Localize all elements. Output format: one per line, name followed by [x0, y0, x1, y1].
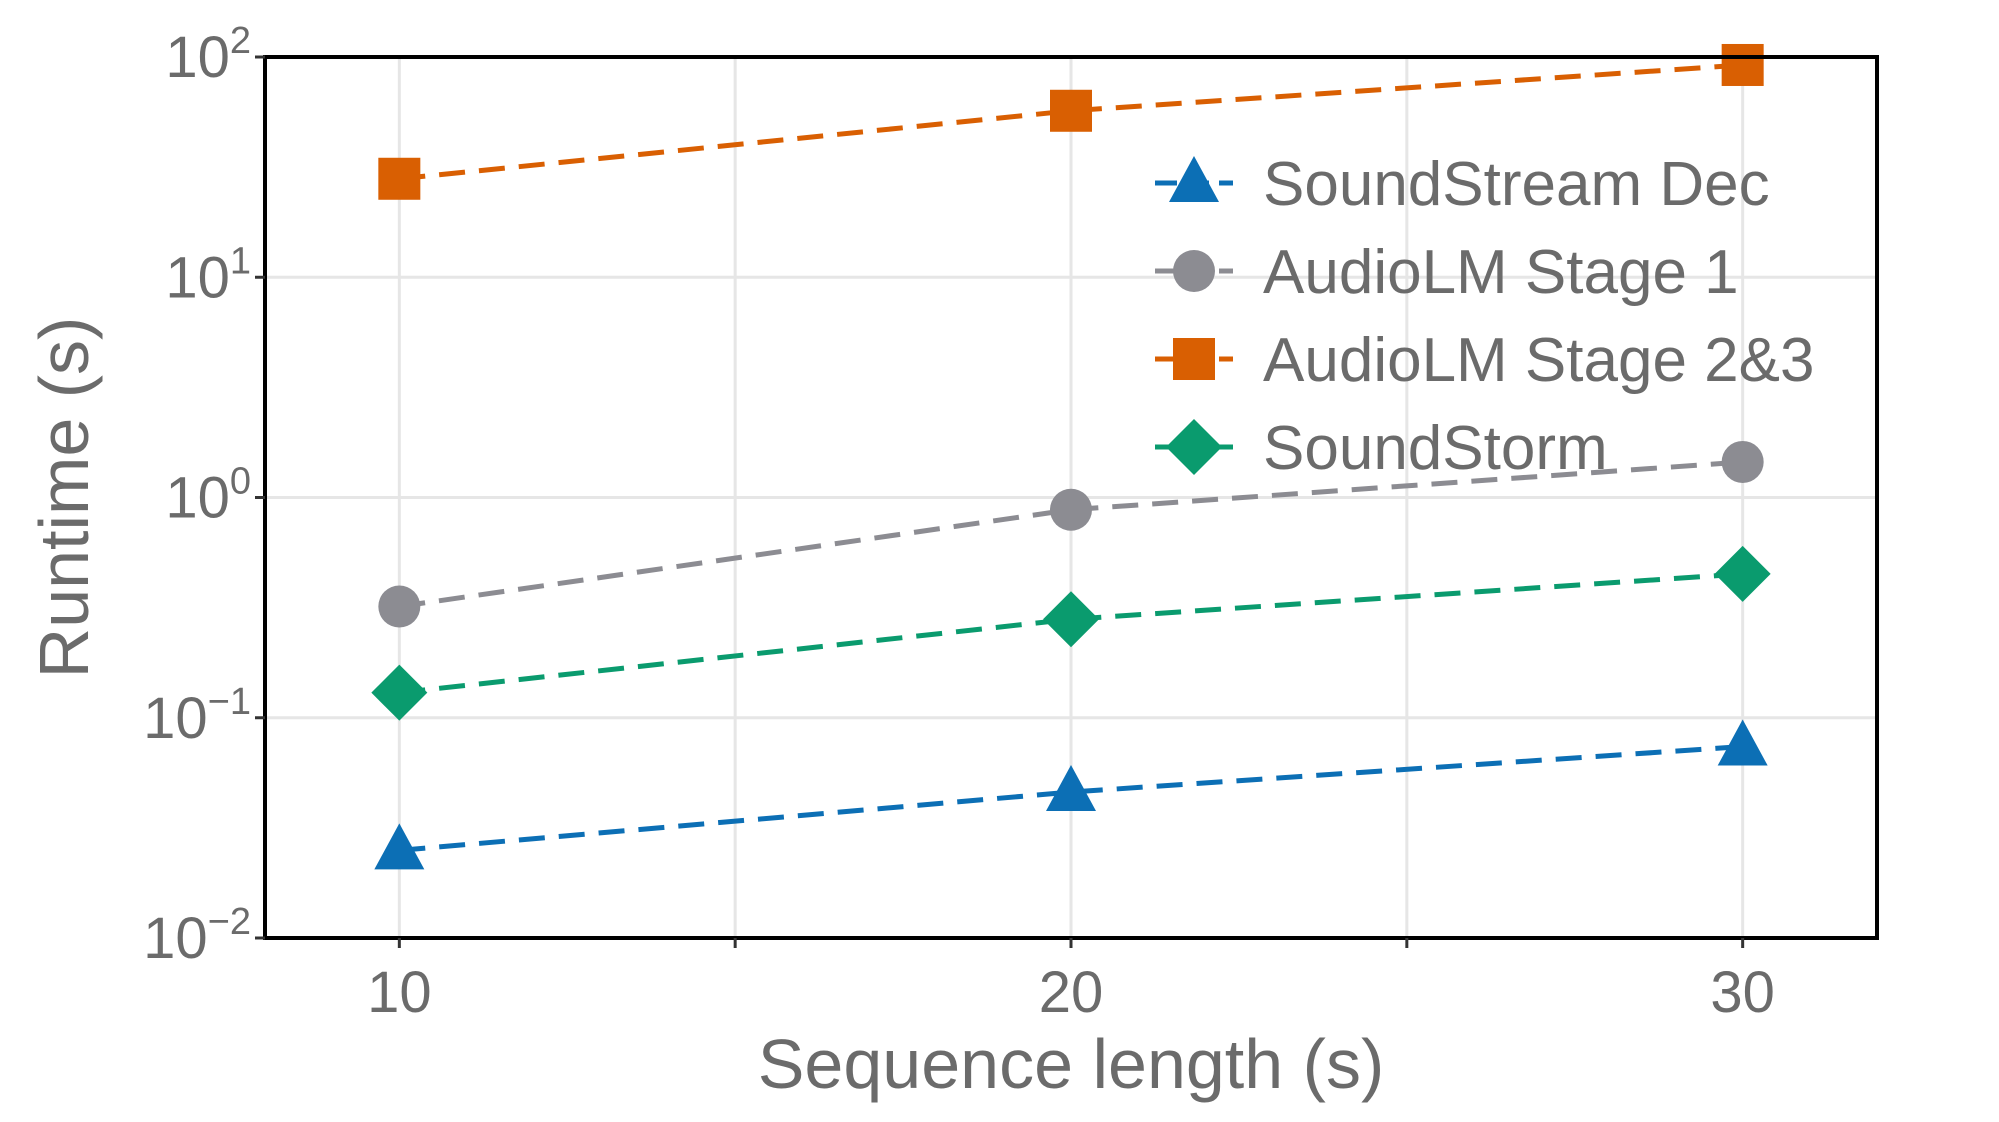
y-axis-ticks: 10−2 10−1 100 101 102 — [143, 20, 265, 971]
data-point-marker — [1721, 440, 1764, 483]
series-3 — [371, 545, 1771, 721]
series-layer — [371, 43, 1771, 870]
x-tick-label: 30 — [1710, 960, 1775, 1025]
legend-label: AudioLM Stage 1 — [1263, 238, 1739, 307]
legend-item: AudioLM Stage 2&3 — [1155, 326, 1815, 395]
x-axis-ticks: 10 20 30 — [367, 938, 1775, 1025]
data-point-marker — [371, 664, 428, 721]
x-tick-label: 10 — [367, 960, 432, 1025]
data-point-marker — [374, 823, 425, 870]
x-tick-label: 20 — [1039, 960, 1104, 1025]
data-point-marker — [1050, 89, 1092, 132]
legend-marker — [1166, 419, 1222, 475]
data-point-marker — [1050, 488, 1092, 531]
legend-item: AudioLM Stage 1 — [1155, 238, 1739, 307]
y-tick-label: 10−1 — [143, 681, 251, 751]
series-line — [399, 571, 1743, 696]
data-point-marker — [1721, 43, 1764, 86]
x-axis-label: Sequence length (s) — [758, 1025, 1385, 1103]
y-tick-label: 100 — [165, 461, 251, 531]
legend-marker — [1173, 338, 1215, 380]
y-tick-label: 102 — [165, 20, 251, 90]
legend-label: AudioLM Stage 2&3 — [1263, 326, 1815, 395]
y-axis-label: Runtime (s) — [25, 317, 103, 679]
legend-item: SoundStream Dec — [1155, 150, 1770, 219]
data-point-marker — [378, 157, 421, 200]
legend-label: SoundStream Dec — [1263, 150, 1770, 219]
legend-marker — [1173, 250, 1215, 292]
legend: SoundStream Dec AudioLM Stage 1 AudioLM St… — [1155, 150, 1815, 483]
series-line — [399, 744, 1743, 853]
data-point-marker — [1717, 719, 1768, 766]
series-1 — [378, 440, 1764, 628]
series-0 — [374, 719, 1768, 870]
legend-label: SoundStorm — [1263, 414, 1608, 483]
data-point-marker — [1043, 591, 1099, 648]
data-point-marker — [1714, 545, 1771, 602]
data-point-marker — [1046, 765, 1096, 812]
series-line — [398, 459, 1743, 609]
legend-item: SoundStorm — [1155, 414, 1608, 483]
legend-marker — [1169, 156, 1219, 202]
data-point-marker — [378, 585, 421, 628]
series-line — [399, 62, 1743, 182]
series-2 — [378, 43, 1764, 200]
y-tick-label: 10−2 — [143, 901, 251, 971]
y-tick-label: 101 — [165, 240, 251, 310]
